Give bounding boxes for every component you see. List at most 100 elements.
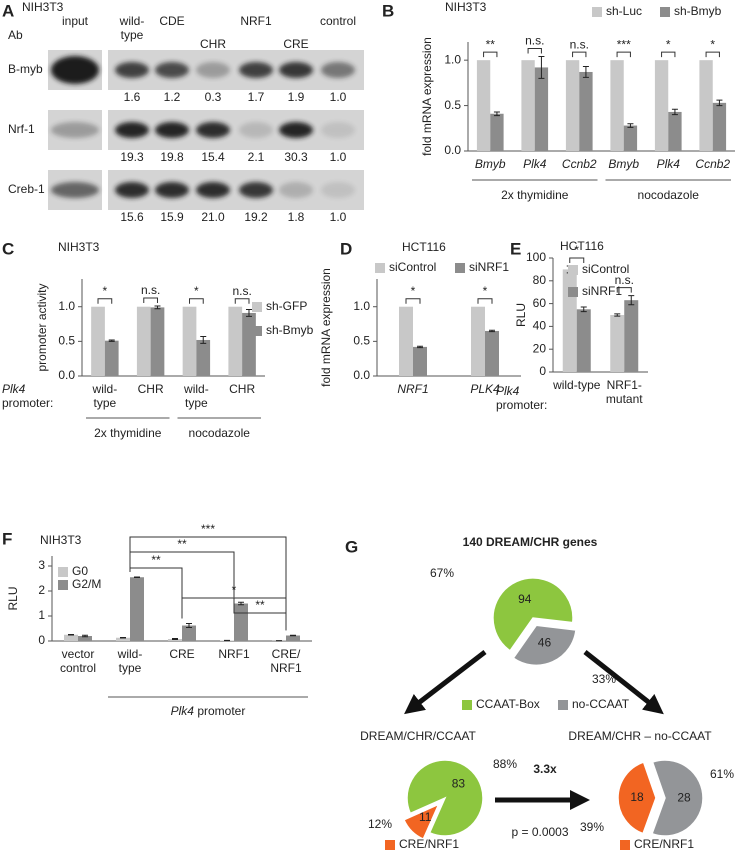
panel-label: F (2, 529, 12, 548)
antibody-label: Creb-1 (8, 182, 45, 196)
annotation: p = 0.0003 (511, 825, 568, 839)
legend-label: siControl (582, 262, 629, 276)
band (155, 62, 189, 78)
x-tick-label: mutant (606, 392, 643, 406)
legend-label: CRE/NRF1 (634, 837, 694, 851)
band-quantity: 1.0 (330, 210, 347, 224)
band-quantity: 15.9 (160, 210, 184, 224)
band (196, 62, 230, 78)
bar (579, 71, 593, 151)
group-label-italic: Plk4 (171, 704, 195, 718)
significance-bracket (405, 298, 421, 304)
chart-title: HCT116 (560, 239, 604, 253)
bar (490, 113, 504, 151)
x-tick-label: wild- (117, 647, 143, 661)
x-tick-label: Ccnb2 (562, 157, 597, 171)
comparison-label: *** (201, 522, 215, 536)
legend-swatch (455, 263, 465, 273)
antibody-label: B-myb (8, 62, 43, 76)
panel-label: G (345, 537, 358, 556)
y-axis-label: fold mRNA expression (319, 268, 333, 387)
significance-label: *** (617, 37, 631, 51)
panel-label: C (2, 239, 14, 258)
legend-label: no-CCAAT (572, 697, 630, 711)
y-axis-label: RLU (514, 303, 528, 327)
bar (712, 102, 727, 151)
x-prefix: promoter: (496, 398, 547, 412)
x-tick-label: Bmyb (475, 157, 506, 171)
x-tick-label: Plk4 (657, 157, 681, 171)
lane-label: CRE (283, 37, 308, 51)
panel-label: E (510, 239, 521, 258)
panel-label: B (382, 1, 394, 20)
significance-label: ** (486, 37, 496, 51)
comparison-label: ** (255, 598, 265, 612)
lane-label: input (62, 14, 89, 28)
pie-title: DREAM/CHR – no-CCAAT (568, 729, 712, 743)
band (239, 122, 273, 138)
bar (399, 306, 413, 376)
legend-swatch (568, 265, 578, 275)
band-quantity: 19.3 (120, 150, 144, 164)
error-bar (238, 601, 244, 606)
significance-bracket (616, 287, 632, 293)
band (279, 122, 313, 138)
y-tick-label: 0.5 (444, 98, 461, 112)
bar (699, 60, 713, 151)
x-tick-label: NRF1 (397, 382, 428, 396)
legend-swatch (568, 287, 578, 297)
legend-label: siNRF1 (469, 260, 509, 274)
band (115, 62, 149, 78)
error-bar (671, 108, 678, 116)
x-tick-label: control (60, 661, 96, 675)
error-bar (172, 638, 178, 640)
band-quantity: 0.3 (205, 90, 222, 104)
band (239, 182, 273, 198)
x-tick-label: type (185, 396, 208, 410)
significance-bracket (234, 298, 250, 304)
legend-label: sh-GFP (266, 299, 307, 313)
legend-swatch (58, 567, 68, 577)
cell-line: NIH3T3 (22, 0, 64, 14)
band (155, 182, 189, 198)
legend-swatch (462, 700, 472, 710)
bar (130, 577, 144, 641)
y-tick-label: 0 (38, 633, 45, 647)
slice-label: 94 (518, 592, 532, 606)
error-bar (186, 623, 192, 628)
lane-label: CDE (159, 14, 184, 28)
error-bar (108, 339, 115, 342)
bar (182, 625, 196, 641)
x-tick-label: wild- (92, 382, 118, 396)
bar (286, 635, 300, 641)
x-tick-label: Plk4 (523, 157, 547, 171)
x-tick-label: type (119, 661, 142, 675)
bar (562, 269, 577, 372)
error-bar (627, 123, 634, 128)
bar (242, 312, 256, 376)
legend-swatch (558, 700, 568, 710)
band (51, 56, 99, 84)
band (321, 122, 355, 138)
y-tick-label: 0.0 (444, 143, 461, 157)
y-tick-label: 1 (38, 608, 45, 622)
y-tick-label: 0.0 (58, 368, 75, 382)
legend-label: CCAAT-Box (476, 697, 540, 711)
pie-slice (617, 761, 657, 835)
bar (624, 300, 639, 372)
band (115, 122, 149, 138)
y-tick-label: 40 (533, 319, 547, 333)
slice-label: 83 (452, 777, 466, 791)
lane-label: NRF1 (240, 14, 272, 28)
legend-swatch (375, 263, 385, 273)
error-bar (493, 111, 500, 117)
band-quantity: 2.1 (248, 150, 265, 164)
percent-label: 12% (368, 817, 392, 831)
comparison-label: ** (177, 537, 187, 551)
bar (104, 340, 119, 376)
y-tick-label: 0.0 (353, 368, 370, 382)
x-tick-label: NRF1 (218, 647, 250, 661)
ab-label: Ab (8, 28, 23, 42)
bar (610, 315, 625, 372)
pie-title: DREAM/CHR/CCAAT (360, 729, 476, 743)
